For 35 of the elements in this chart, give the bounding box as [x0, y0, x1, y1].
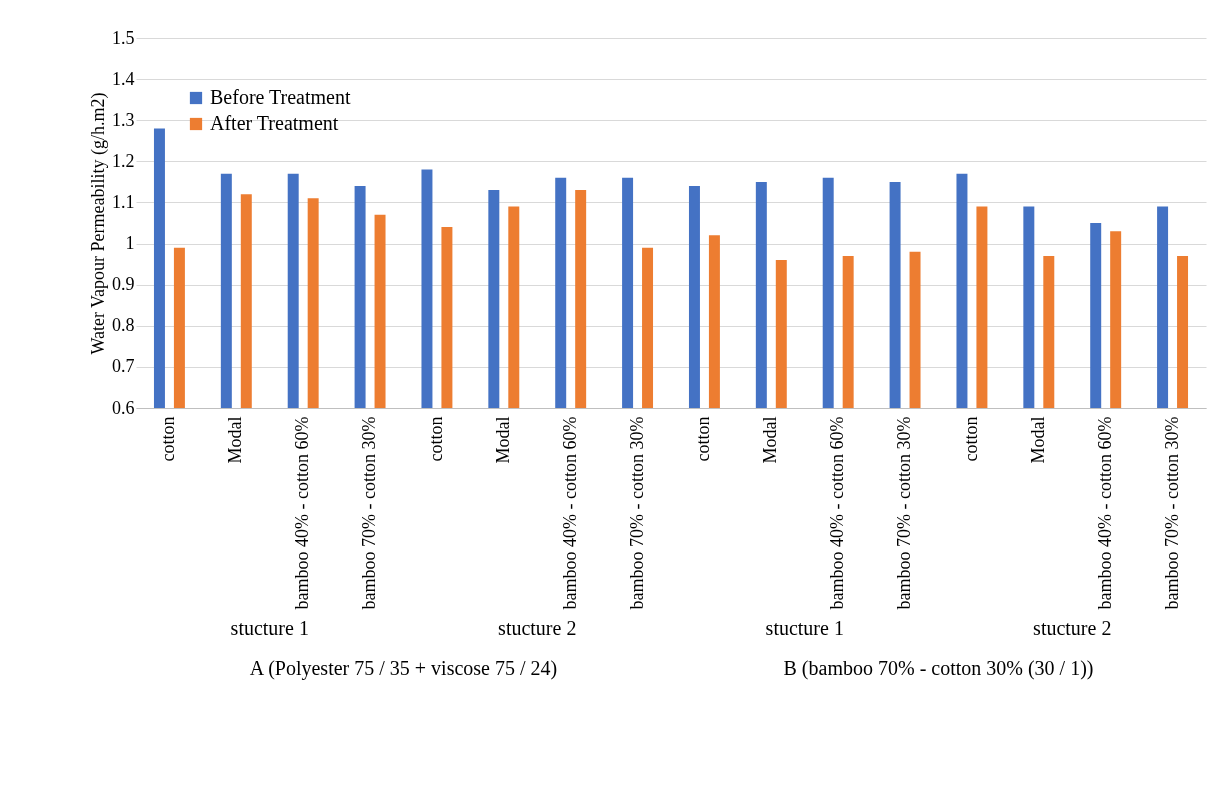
x-tick-label: bamboo 70% - cotton 30%: [894, 416, 915, 610]
x-tick-label: Modal: [492, 416, 513, 464]
y-tick-label: 1: [125, 233, 135, 254]
x-tick-label: bamboo 40% - cotton 60%: [292, 416, 313, 610]
x-tick-label: Modal: [760, 416, 781, 464]
y-tick-label: 0.6: [112, 397, 135, 418]
y-tick-label: 1.3: [112, 109, 135, 130]
y-axis-title: Water Vapour Permeability (g/h.m2): [88, 92, 109, 355]
x-tick-label: bamboo 70% - cotton 30%: [1161, 416, 1182, 610]
y-tick-label: 1.4: [112, 68, 135, 89]
x-tick-label: cotton: [425, 416, 446, 462]
x-tick-label: bamboo 40% - cotton 60%: [827, 416, 848, 610]
x-tick-label: Modal: [225, 416, 246, 464]
x-tick-label: Modal: [1027, 416, 1048, 464]
y-tick-label: 1.1: [112, 191, 135, 212]
x-tick-label: bamboo 70% - cotton 30%: [626, 416, 647, 610]
text: A (Polyester 75 / 35 + viscose 75 / 24): [249, 657, 558, 680]
x-tick-label: bamboo 40% - cotton 60%: [559, 416, 580, 610]
x-tick-label: cotton: [960, 416, 981, 462]
text: stucture 1: [765, 617, 844, 639]
x-tick-label: cotton: [693, 416, 714, 462]
x-tick-label: bamboo 40% - cotton 60%: [1094, 416, 1115, 610]
y-tick-label: 0.7: [112, 356, 135, 377]
text: B (bamboo 70% - cotton 30% (30 / 1)): [783, 657, 1094, 680]
text: stucture 2: [1033, 617, 1112, 639]
y-tick-label: 1.5: [112, 27, 135, 48]
y-tick-label: 1.2: [112, 150, 135, 171]
legend-label: Before Treatment: [210, 86, 351, 108]
text: stucture 2: [498, 617, 577, 639]
x-tick-label: cotton: [158, 416, 179, 462]
y-tick-label: 0.9: [112, 274, 135, 295]
legend-label: After Treatment: [210, 112, 339, 134]
text: stucture 1: [230, 617, 309, 639]
y-tick-label: 0.8: [112, 315, 135, 336]
x-tick-label: bamboo 70% - cotton 30%: [359, 416, 380, 610]
